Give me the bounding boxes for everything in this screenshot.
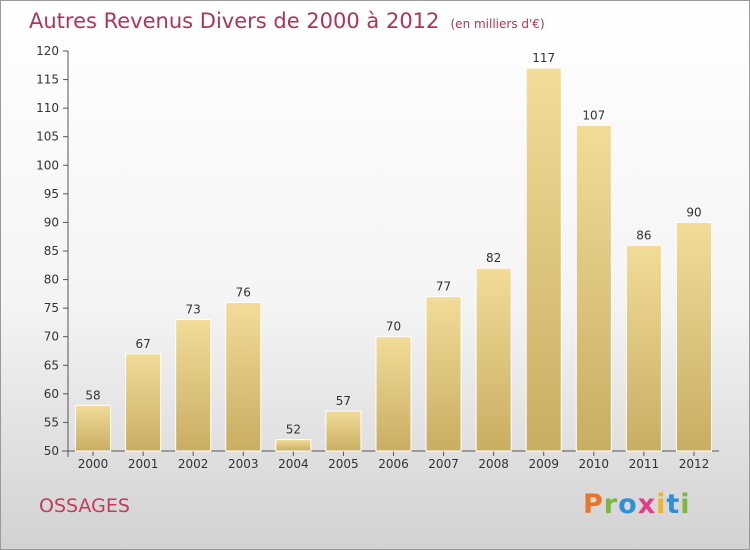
chart-title-main: Autres Revenus Divers de 2000 à 2012	[29, 9, 440, 33]
commune-name: OSSAGES	[39, 495, 130, 517]
logo-letter: t	[666, 489, 681, 520]
y-tick-label: 105	[36, 130, 59, 144]
y-tick-label: 80	[44, 273, 59, 287]
data-label-2007: 77	[436, 280, 451, 294]
data-label-2001: 67	[135, 337, 150, 351]
y-tick-label: 100	[36, 158, 59, 172]
proxiti-logo: Proxiti	[583, 489, 691, 520]
x-tick-label-2010: 2010	[579, 457, 610, 471]
y-tick-label: 55	[44, 415, 59, 429]
bar-2010	[575, 124, 612, 452]
bar-2006	[375, 336, 412, 452]
logo-letter: o	[618, 489, 638, 520]
chart-title: Autres Revenus Divers de 2000 à 2012 (en…	[29, 9, 545, 33]
data-label-2010: 107	[582, 108, 605, 122]
logo-letter: P	[583, 489, 604, 520]
y-tick-label: 120	[36, 44, 59, 58]
logo-letter: x	[637, 489, 657, 520]
bar-2001	[125, 353, 162, 452]
bar-2004	[275, 439, 312, 452]
bar-2005	[325, 410, 362, 452]
x-tick-label-2011: 2011	[629, 457, 660, 471]
data-label-2006: 70	[386, 320, 401, 334]
logo-letter: r	[603, 489, 619, 520]
y-tick-label: 75	[44, 301, 59, 315]
y-tick-label: 50	[44, 444, 59, 458]
x-tick-label-2000: 2000	[78, 457, 109, 471]
data-label-2005: 57	[336, 394, 351, 408]
chart-data-labels: 58 67 73 76 52 57 70 77 82 117 107 86 90	[85, 51, 701, 436]
data-label-2008: 82	[486, 251, 501, 265]
y-tick-label: 85	[44, 244, 59, 258]
x-tick-label-2008: 2008	[478, 457, 509, 471]
bar-2007	[425, 296, 462, 452]
y-tick-label: 70	[44, 330, 59, 344]
y-tick-label: 65	[44, 358, 59, 372]
chart-title-unit: (en milliers d'€)	[450, 17, 545, 31]
x-tick-label-2004: 2004	[278, 457, 309, 471]
y-tick-label: 95	[44, 187, 59, 201]
data-label-2000: 58	[85, 388, 100, 402]
x-tick-label-2009: 2009	[528, 457, 559, 471]
x-tick-label-2005: 2005	[328, 457, 359, 471]
bar-2003	[225, 301, 262, 452]
logo-letter: i	[680, 489, 691, 520]
x-tick-label-2007: 2007	[428, 457, 459, 471]
data-label-2011: 86	[636, 228, 651, 242]
bar-2000	[75, 404, 112, 452]
x-tick-label-2006: 2006	[378, 457, 409, 471]
y-tick-label: 110	[36, 101, 59, 115]
y-tick-label: 90	[44, 215, 59, 229]
chart-bars	[75, 67, 712, 452]
data-label-2002: 73	[186, 303, 201, 317]
data-label-2009: 117	[532, 51, 555, 65]
bar-2009	[525, 67, 562, 452]
y-tick-label: 115	[36, 73, 59, 87]
x-tick-label-2003: 2003	[228, 457, 259, 471]
data-label-2004: 52	[286, 423, 301, 437]
x-tick-label-2012: 2012	[679, 457, 710, 471]
x-tick-label-2002: 2002	[178, 457, 209, 471]
logo-letter: i	[656, 489, 667, 520]
bar-2012	[675, 221, 712, 452]
bar-2008	[475, 267, 512, 452]
y-tick-label: 60	[44, 387, 59, 401]
data-label-2012: 90	[686, 205, 701, 219]
x-tick-label-2001: 2001	[128, 457, 159, 471]
bar-2011	[625, 244, 662, 452]
data-label-2003: 76	[236, 285, 251, 299]
bar-2002	[175, 319, 212, 452]
